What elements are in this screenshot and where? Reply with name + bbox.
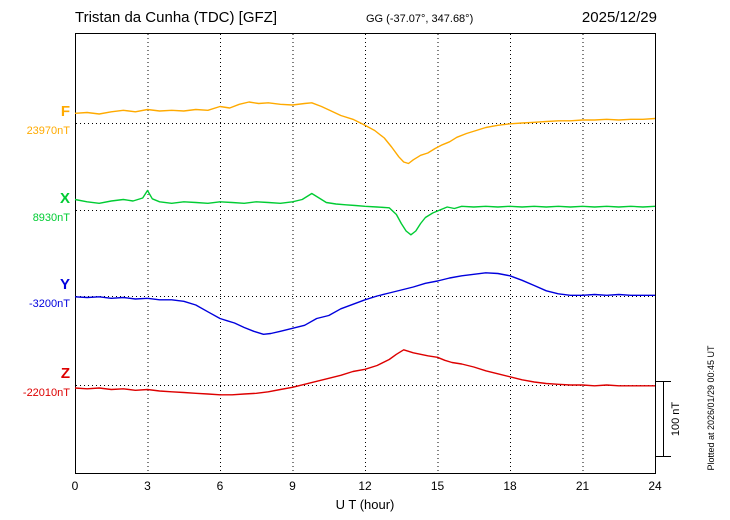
x-tick-3: 9 — [289, 479, 296, 493]
x-tick-4: 12 — [358, 479, 372, 493]
channel-baseline-F: 23970nT — [26, 125, 70, 137]
plot-border — [75, 33, 656, 474]
plotted-at-note: Plotted at 2026/01/29 00:45 UT — [706, 345, 716, 471]
scale-bar-label: 100 nT — [670, 401, 682, 437]
x-tick-5: 15 — [430, 479, 445, 493]
channel-letter-Y: Y — [59, 276, 70, 293]
x-tick-7: 21 — [575, 479, 590, 493]
series-line-X — [74, 189, 656, 236]
channel-label-block-F: F 23970nT — [0, 104, 70, 137]
channel-baseline-Z: -22010nT — [22, 387, 70, 399]
x-tick-2: 6 — [216, 479, 224, 493]
channel-baseline-Y: -3200nT — [29, 298, 70, 310]
series-line-F — [74, 101, 656, 165]
station-title: Tristan da Cunha (TDC) [GFZ] — [75, 9, 277, 26]
x-axis-label: U T (hour) — [335, 497, 395, 512]
series-line-Y — [74, 272, 655, 335]
geographic-coordinates: GG (-37.07°, 347.68°) — [366, 13, 474, 25]
x-tick-1: 3 — [144, 479, 151, 493]
channel-baseline-X: 8930nT — [32, 212, 70, 224]
channel-label-block-Z: Z -22010nT — [0, 366, 70, 399]
x-tick-0: 0 — [71, 479, 79, 493]
plot-date: 2025/12/29 — [581, 9, 657, 26]
series-line-Z — [74, 349, 655, 396]
channel-letter-F: F — [60, 103, 70, 120]
channel-label-block-X: X 8930nT — [0, 191, 70, 224]
channel-letter-X: X — [59, 190, 70, 207]
x-tick-8: 24 — [648, 479, 662, 493]
channel-label-block-Y: Y -3200nT — [0, 277, 70, 310]
x-tick-6: 18 — [503, 479, 517, 493]
channel-letter-Z: Z — [60, 365, 70, 382]
